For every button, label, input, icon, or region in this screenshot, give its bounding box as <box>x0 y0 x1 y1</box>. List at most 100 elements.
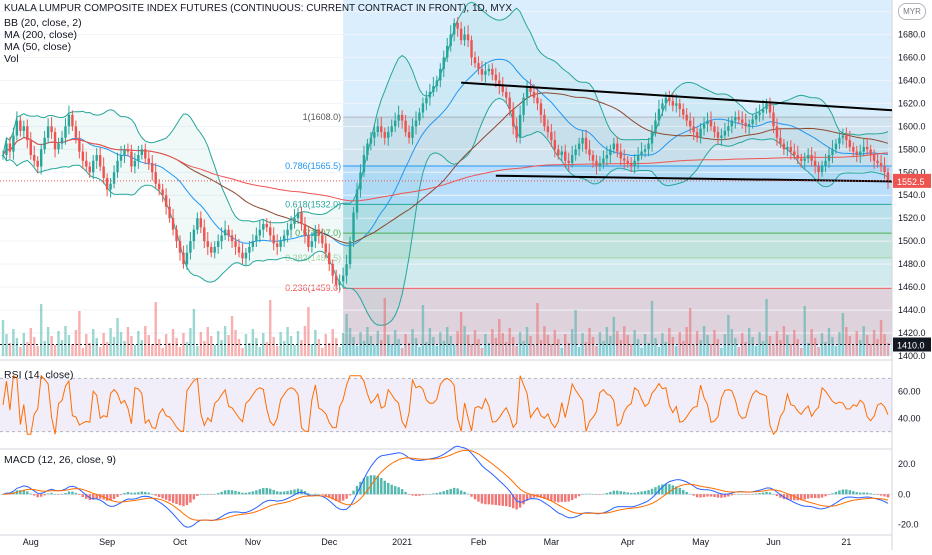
macd-histogram-bar <box>505 494 508 507</box>
volume-ref-label: 1410.0 <box>897 341 925 351</box>
volume-bar <box>230 316 234 356</box>
candle-body <box>747 124 751 127</box>
volume-bar <box>317 339 321 356</box>
candle-body <box>189 241 192 253</box>
macd-histogram-bar <box>557 494 560 503</box>
macd-histogram-bar <box>688 493 692 495</box>
bb-basis <box>2 58 889 247</box>
macd-histogram-bar <box>98 494 102 499</box>
candle-body <box>33 155 36 161</box>
candle-body <box>570 155 574 164</box>
volume-bar <box>64 326 67 356</box>
candle-body <box>768 103 772 113</box>
candle-body <box>800 158 803 161</box>
macd-histogram-bar <box>341 494 345 501</box>
candle-body <box>251 241 255 247</box>
macd-histogram-bar <box>824 494 827 497</box>
volume-bar <box>709 344 713 356</box>
volume-bar <box>116 318 119 356</box>
y-tick-label: 1580.0 <box>898 144 926 154</box>
candle-body <box>786 146 789 150</box>
macd-histogram-bar <box>366 476 369 495</box>
volume-bar <box>43 341 46 356</box>
volume-bar <box>92 329 95 356</box>
macd-histogram-bar <box>449 488 452 495</box>
candle-body <box>598 163 602 167</box>
macd-histogram-bar <box>643 490 647 495</box>
macd-histogram-bar <box>883 494 886 497</box>
candle-body <box>581 137 584 144</box>
volume-bar <box>671 337 675 356</box>
macd-histogram-bar <box>432 493 435 495</box>
x-tick-label: 21 <box>841 537 851 547</box>
macd-histogram-bar <box>192 494 196 500</box>
macd-histogram-bar <box>407 494 411 495</box>
candle-body <box>328 252 331 265</box>
volume-bar <box>144 326 147 356</box>
candle-body <box>262 223 265 230</box>
macd-histogram-bar <box>664 483 668 495</box>
volume-bar <box>758 332 761 356</box>
candle-body <box>831 149 834 156</box>
candle-body <box>761 109 765 113</box>
volume-bar <box>501 333 504 356</box>
macd-histogram-bar <box>741 494 744 495</box>
volume-bar <box>272 337 275 356</box>
macd-histogram-bar <box>550 494 553 501</box>
x-tick-label: Dec <box>321 537 338 547</box>
candle-body <box>640 151 643 156</box>
candle-body <box>404 120 407 133</box>
candle-body <box>341 275 345 282</box>
macd-histogram-bar <box>161 494 164 499</box>
volume-bar <box>650 301 654 356</box>
candle-body <box>446 45 449 58</box>
macd-histogram-bar <box>307 493 310 495</box>
volume-bar <box>341 333 345 356</box>
macd-histogram-bar <box>1 494 5 495</box>
volume-bar <box>168 343 171 356</box>
candle-body <box>126 149 130 152</box>
candle-body <box>50 126 53 133</box>
macd-histogram-bar <box>539 494 543 498</box>
macd-histogram-bar <box>53 494 57 495</box>
fib-label: 0.236(1459.0) <box>285 283 341 293</box>
macd-histogram-bar <box>869 493 872 495</box>
volume-bar <box>813 338 817 356</box>
candle-body <box>366 143 369 156</box>
volume-bar <box>418 347 421 356</box>
volume-bar <box>616 331 619 356</box>
volume-bar <box>71 344 74 356</box>
volume-bar <box>886 343 890 356</box>
volume-bar <box>8 343 12 356</box>
macd-histogram-bar <box>602 493 605 495</box>
volume-bar <box>258 347 262 356</box>
candle-body <box>685 114 688 121</box>
volume-bar <box>678 332 681 356</box>
volume-bar <box>741 333 744 356</box>
candle-body <box>716 132 720 138</box>
macd-histogram-bar <box>761 492 765 495</box>
volume-bar <box>595 346 598 356</box>
macd-histogram-bar <box>484 494 487 505</box>
macd-histogram-bar <box>727 494 730 497</box>
candle-body <box>588 149 591 156</box>
macd-histogram-bar <box>775 494 779 497</box>
candle-body <box>473 57 477 64</box>
volume-bar <box>81 348 85 356</box>
volume-bar <box>834 346 838 356</box>
candle-body <box>591 155 595 161</box>
candle-body <box>98 155 102 167</box>
candle-body <box>210 246 213 253</box>
volume-bar <box>557 339 560 356</box>
candle-body <box>5 143 8 156</box>
volume-bar <box>591 337 595 356</box>
volume-bar <box>577 347 581 356</box>
candle-body <box>796 155 799 159</box>
candle-body <box>650 132 654 144</box>
currency-badge[interactable]: MYR <box>898 3 926 20</box>
candle-body <box>813 160 817 167</box>
volume-bar <box>303 326 307 356</box>
candle-body <box>376 126 380 133</box>
macd-histogram-bar <box>501 494 504 506</box>
candle-body <box>449 34 452 46</box>
